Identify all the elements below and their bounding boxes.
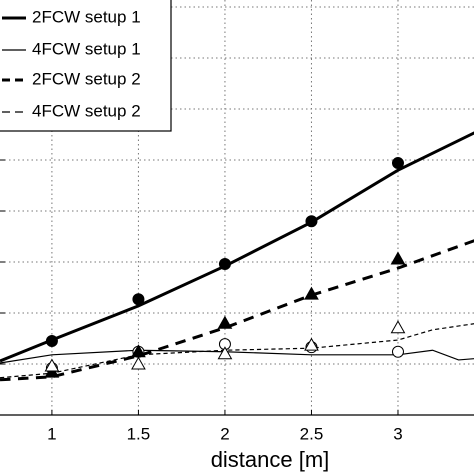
series-line (0, 349, 474, 364)
series-line (0, 239, 474, 382)
marker (131, 356, 146, 370)
marker (304, 337, 319, 351)
x-axis-label: distance [m] (211, 447, 330, 472)
marker (391, 157, 404, 170)
x-tick-label: 2 (220, 424, 229, 443)
marker (44, 358, 60, 372)
legend-label: 4FCW setup 1 (32, 39, 141, 58)
series-line (0, 323, 474, 379)
marker (217, 315, 233, 329)
marker (218, 258, 231, 271)
legend-box (0, 0, 172, 132)
legend-label: 2FCW setup 2 (32, 69, 141, 88)
marker (132, 293, 145, 306)
marker (305, 215, 318, 228)
legend-label: 2FCW setup 1 (32, 7, 141, 26)
marker (391, 345, 404, 358)
legend-label: 4FCW setup 2 (32, 101, 141, 120)
marker (45, 335, 58, 348)
x-tick-label: 1 (47, 424, 56, 443)
marker (217, 346, 233, 360)
marker (390, 320, 406, 334)
x-tick-label: 2.5 (300, 424, 324, 443)
marker (390, 251, 406, 265)
x-tick-label: 1.5 (127, 424, 151, 443)
x-tick-label: 3 (393, 424, 402, 443)
marker (304, 286, 319, 300)
